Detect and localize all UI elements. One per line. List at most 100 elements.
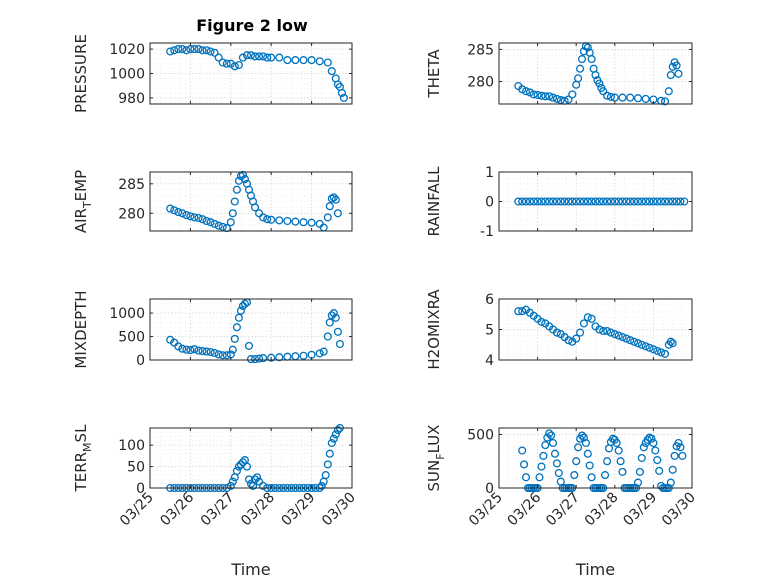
x-tick-label: 03/30 (319, 490, 359, 530)
data-point (198, 215, 207, 224)
data-point (537, 317, 546, 326)
y-tick-label: 1 (485, 165, 494, 181)
data-point (331, 430, 340, 439)
data-point (234, 60, 243, 70)
data-point (577, 55, 587, 64)
data-point (234, 462, 243, 471)
x-tick-label: 03/27 (198, 490, 238, 530)
data-point (630, 337, 639, 346)
data-point (226, 59, 235, 68)
data-point (299, 218, 308, 227)
data-point (539, 451, 548, 460)
data-point (622, 334, 631, 343)
data-point (680, 197, 689, 206)
data-point (333, 327, 342, 336)
figure-title: Figure 2 low (196, 16, 308, 35)
data-point (533, 90, 542, 100)
panel-sunflux: 0500SUNFLUX03/2503/2603/2703/2803/2903/3… (425, 425, 699, 579)
y-tick-label: 980 (118, 91, 145, 107)
data-point (583, 197, 592, 206)
x-tick-label: 03/26 (505, 489, 545, 529)
y-axis-label: AIRTEMP (72, 170, 94, 233)
data-point (228, 209, 237, 218)
data-point (678, 451, 687, 460)
data-point (518, 446, 527, 455)
data-point (267, 53, 276, 62)
data-point (250, 52, 260, 61)
data-point (331, 195, 340, 204)
data-point (591, 71, 600, 80)
data-point (329, 193, 338, 202)
data-point (214, 350, 223, 359)
y-tick-label: 5 (485, 323, 494, 339)
data-point (238, 170, 247, 179)
data-point (238, 53, 247, 62)
x-tick-label: 03/30 (659, 490, 699, 530)
x-axis-label: Time (230, 560, 270, 579)
y-axis-label: PRESSURE (72, 34, 90, 113)
y-tick-label: 1000 (109, 67, 145, 83)
y-tick-label: 4 (485, 353, 494, 369)
data-point (552, 328, 561, 337)
data-point (327, 67, 336, 76)
data-point (599, 197, 608, 206)
data-point (666, 478, 675, 487)
data-point (228, 477, 237, 486)
data-point (568, 90, 577, 99)
data-point (230, 197, 239, 206)
data-point (657, 197, 666, 206)
data-point (331, 313, 340, 322)
data-point (250, 203, 260, 212)
data-point (255, 354, 264, 363)
data-point (633, 197, 643, 206)
data-point (603, 457, 612, 466)
data-point (660, 197, 670, 206)
data-point (618, 467, 627, 476)
data-point (664, 87, 673, 96)
data-point (610, 330, 619, 339)
data-point (537, 462, 546, 471)
data-point (525, 197, 534, 206)
data-point (653, 197, 662, 206)
data-point (535, 473, 544, 482)
data-point (576, 64, 585, 73)
data-point (182, 345, 191, 354)
data-point (232, 466, 241, 475)
data-point (337, 88, 346, 98)
data-point (606, 328, 615, 337)
data-point (614, 446, 623, 455)
data-point (259, 481, 268, 490)
data-point (174, 342, 183, 351)
data-point (545, 429, 554, 438)
data-point (323, 213, 332, 222)
data-point (240, 175, 249, 184)
data-point (556, 197, 565, 206)
data-point (230, 334, 239, 343)
y-axis-label: MIXDEPTH (72, 290, 90, 368)
data-point (275, 216, 284, 225)
data-point (614, 331, 623, 340)
axes-frame (149, 427, 353, 489)
data-point (641, 342, 650, 351)
data-point (639, 443, 648, 452)
data-point (548, 438, 558, 448)
data-point (315, 349, 324, 358)
data-point (541, 197, 550, 206)
data-point (323, 460, 332, 469)
data-point (585, 461, 594, 470)
data-point (626, 336, 635, 345)
data-point (606, 197, 615, 206)
data-point (291, 217, 300, 226)
data-point (210, 348, 219, 358)
data-point (564, 95, 573, 104)
data-point (198, 46, 207, 55)
data-point (242, 462, 252, 471)
data-point (548, 197, 558, 206)
series-pressure (166, 45, 348, 102)
data-point (194, 45, 203, 54)
data-point (660, 349, 670, 358)
y-tick-label: 0 (136, 353, 145, 369)
data-point (668, 62, 677, 71)
data-point (595, 197, 604, 206)
